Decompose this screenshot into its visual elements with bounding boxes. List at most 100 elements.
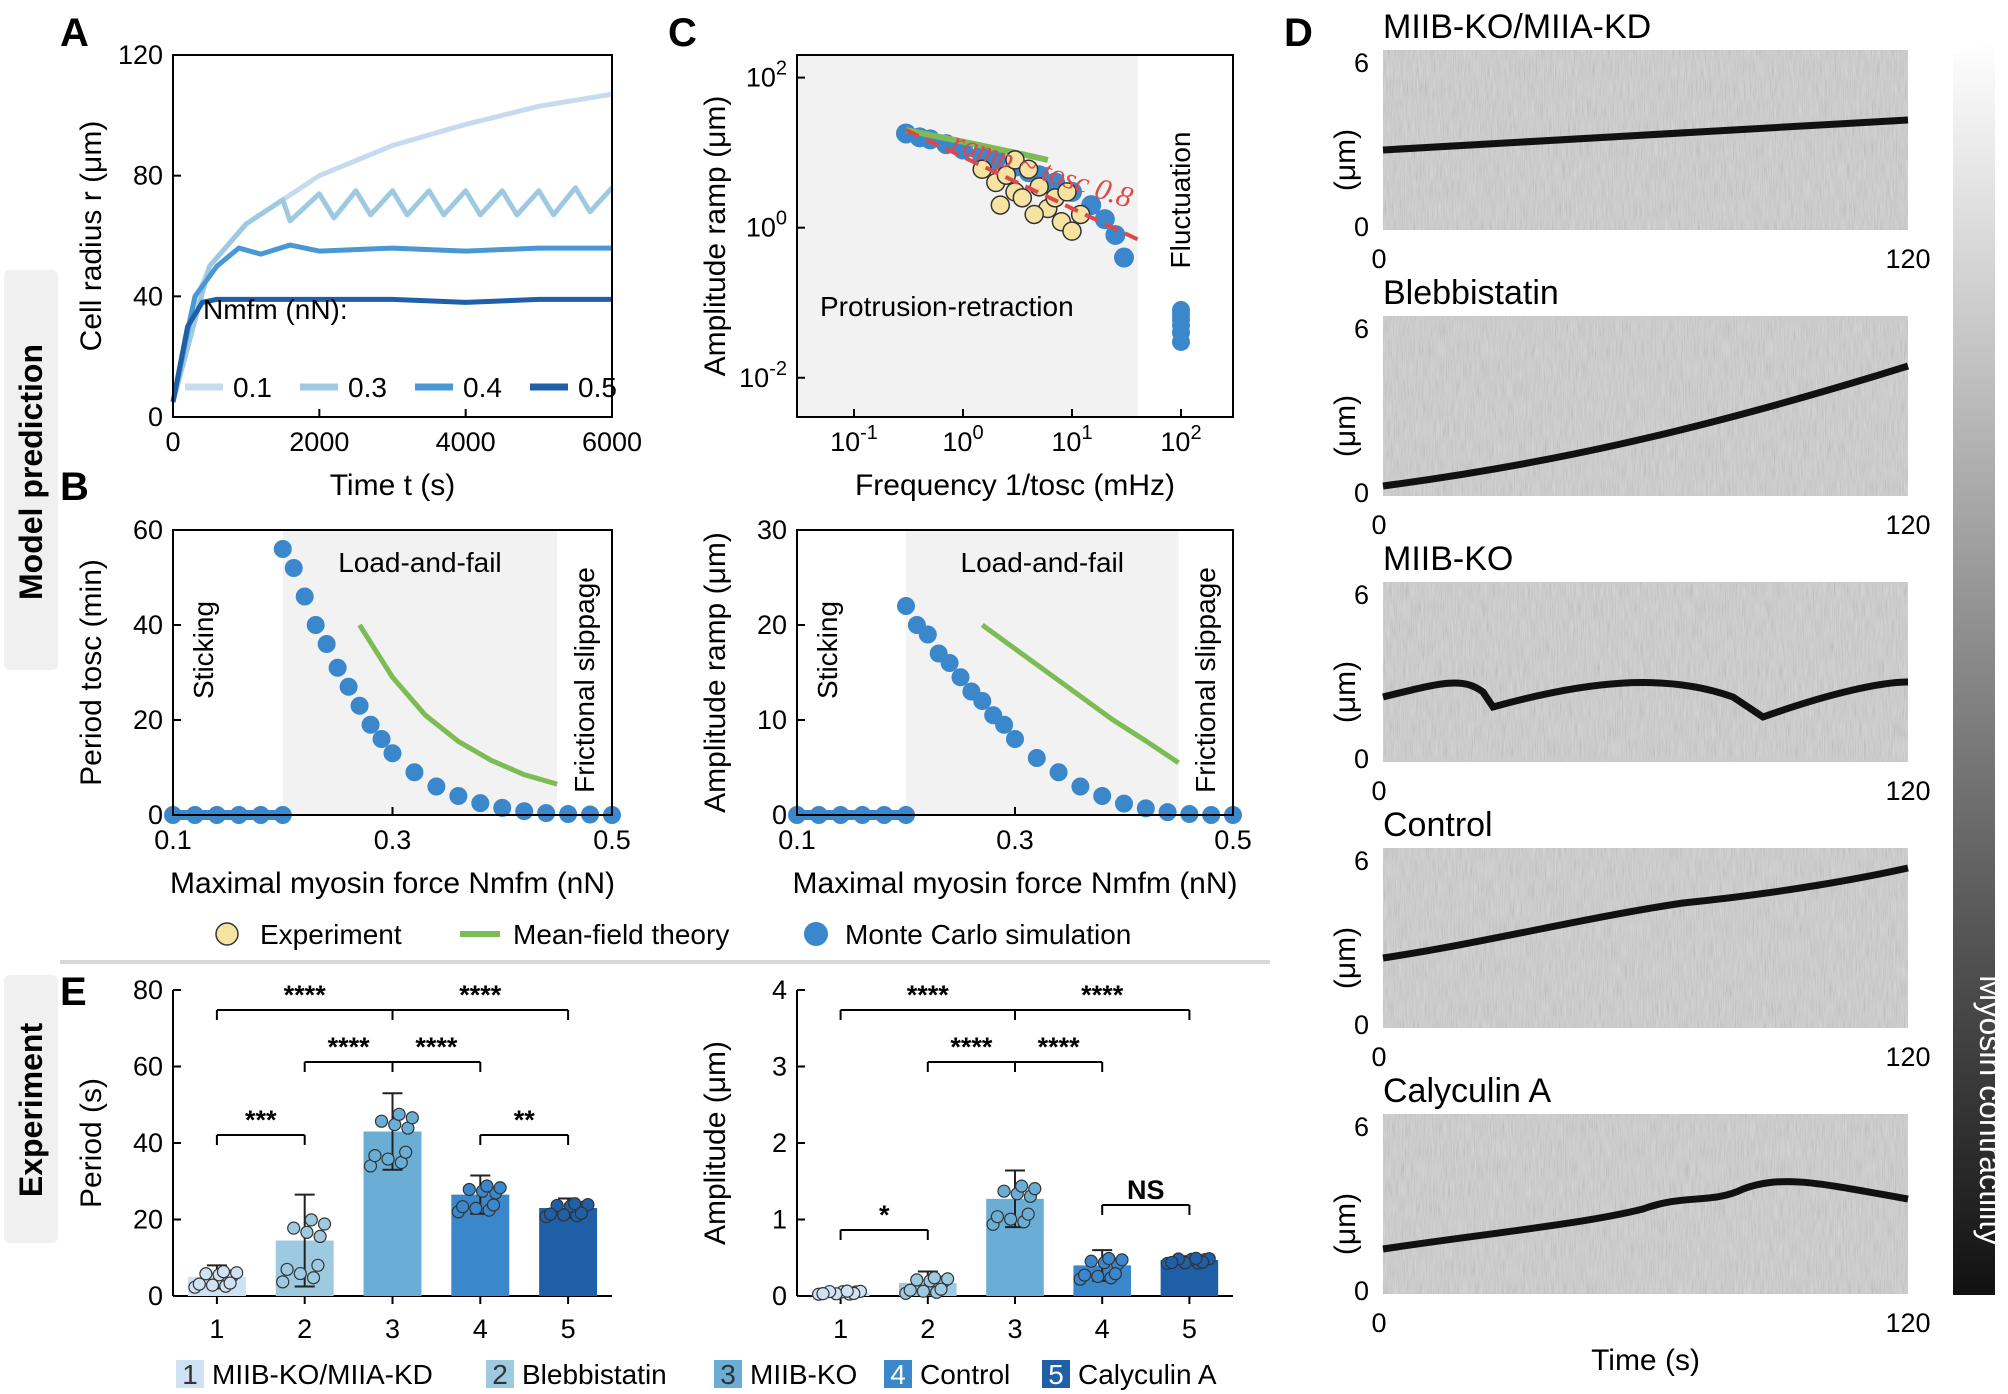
monte-carlo-point <box>427 777 446 796</box>
y-tick-label: 20 <box>133 1205 163 1235</box>
kymograph-xtick-left: 0 <box>1371 510 1386 540</box>
legend-mean-field: Mean-field theory <box>513 919 729 950</box>
data-point <box>927 1271 942 1285</box>
data-point <box>1165 1255 1179 1270</box>
kymograph-ytick-bottom: 0 <box>1354 744 1369 774</box>
axes-frame <box>796 54 1234 418</box>
y-tick-label: 2 <box>772 1128 787 1158</box>
x-tick-label: 4 <box>1095 1314 1110 1344</box>
y-tick-label: 102 <box>746 58 787 93</box>
data-point <box>1091 1269 1105 1284</box>
y-tick-label: 80 <box>133 161 163 191</box>
kymograph-xtick-left: 0 <box>1371 1308 1386 1338</box>
panel-letter-b: B <box>60 465 89 509</box>
y-tick-label: 60 <box>133 515 163 545</box>
data-point <box>399 1145 413 1159</box>
x-tick-label: 2 <box>297 1314 312 1344</box>
data-point <box>1108 1267 1123 1281</box>
monte-carlo-point <box>449 787 468 805</box>
y-tick-label: 30 <box>757 515 787 545</box>
kymograph-ytick-top: 6 <box>1354 580 1369 610</box>
kymographs: MIIB-KO/MIIA-KD 6 0 (μm) 0 120 Blebbistatin 6 0 (… <box>1329 8 1931 1377</box>
y-axis-label: Amplitude ramp (μm) <box>699 96 732 377</box>
y-tick-label: 40 <box>133 1128 163 1158</box>
legend-label-0.1: 0.1 <box>233 372 272 403</box>
monte-carlo-point <box>405 763 424 782</box>
chart-b-left: 0 20 40 60 0.1 0.3 0.5 Maximal myosin force Nmf… <box>75 515 631 900</box>
data-point <box>469 1201 483 1216</box>
x-tick-label: 0.5 <box>593 825 631 855</box>
monte-carlo-point <box>973 692 992 710</box>
kymograph-title: Blebbistatin <box>1383 274 1559 312</box>
y-tick-label: 20 <box>757 610 787 640</box>
x-tick-label: 0 <box>165 427 180 457</box>
data-point <box>205 1278 220 1292</box>
experiment-point <box>1018 159 1039 180</box>
data-point <box>574 1206 588 1220</box>
monte-carlo-point <box>940 654 959 672</box>
chart-b-right: 0 10 20 30 0.1 0.3 0.5 Maximal myosin force Nmf… <box>699 515 1252 900</box>
region-load-and-fail: Load-and-fail <box>961 547 1124 578</box>
significance-label: NS <box>1127 1175 1165 1205</box>
data-point <box>392 1107 406 1121</box>
kymograph-ytick-top: 6 <box>1354 48 1369 78</box>
bar-legend-label-2: Blebbistatin <box>522 1359 667 1390</box>
data-point <box>916 1284 931 1298</box>
data-point <box>381 1152 395 1166</box>
kymograph-texture <box>1383 50 1908 230</box>
monte-carlo-point <box>306 616 325 634</box>
kymograph-xtick-left: 0 <box>1371 1042 1386 1072</box>
x-tick-label: 4000 <box>436 427 496 457</box>
data-point <box>293 1266 307 1281</box>
data-point <box>304 1213 318 1227</box>
data-point <box>462 1182 476 1197</box>
data-point <box>280 1262 294 1277</box>
bar-legend-num-4: 4 <box>890 1359 906 1390</box>
data-point <box>1077 1268 1092 1282</box>
data-point <box>368 1149 382 1163</box>
x-tick-label: 3 <box>385 1314 400 1344</box>
side-label-experiment: Experiment <box>13 1023 49 1198</box>
experiment-point <box>1005 150 1025 170</box>
y-tick-label: 40 <box>133 281 163 311</box>
kymograph-texture <box>1383 316 1908 496</box>
data-point <box>456 1200 470 1214</box>
kymograph-edge-trace <box>1382 362 1910 490</box>
x-axis-label: Maximal myosin force Nmfm (nN) <box>170 867 615 900</box>
experiment-point <box>990 195 1011 215</box>
monte-carlo-point <box>295 587 314 606</box>
region-load-and-fail: Load-and-fail <box>338 547 501 578</box>
monte-carlo-point <box>350 696 369 715</box>
y-tick-label: 20 <box>133 705 163 735</box>
y-tick-label: 10 <box>757 705 787 735</box>
monte-carlo-point <box>1006 730 1024 748</box>
monte-carlo-point <box>284 559 303 577</box>
monte-carlo-point <box>1115 794 1133 813</box>
data-point <box>199 1267 213 1281</box>
monte-carlo-point <box>1027 749 1046 767</box>
x-tick-label: 2 <box>920 1314 935 1344</box>
region-sticking: Sticking <box>812 601 843 699</box>
monte-carlo-point <box>1093 787 1112 805</box>
myosin-gradient-label: Myosin contractility <box>1973 975 2008 1245</box>
legend-label-0.4: 0.4 <box>463 372 502 403</box>
x-tick-label: 5 <box>561 1314 576 1344</box>
kymograph-title: Calyculin A <box>1383 1072 1552 1110</box>
legend-monte-carlo-marker <box>804 922 828 946</box>
axes-frame <box>796 529 1234 816</box>
significance-label: **** <box>1081 980 1124 1010</box>
monte-carlo-point <box>273 540 292 558</box>
data-point <box>990 1210 1005 1224</box>
y-tick-label: 0 <box>148 800 163 830</box>
x-tick-label: 0.1 <box>154 825 192 855</box>
data-point <box>1084 1254 1098 1268</box>
kymograph-title: MIIB-KO <box>1383 540 1513 578</box>
monte-carlo-point <box>995 715 1014 734</box>
y-axis-label: Cell radius r (μm) <box>75 121 108 352</box>
data-point <box>940 1272 955 1286</box>
data-point <box>1102 1251 1116 1266</box>
monte-carlo-point <box>317 635 336 653</box>
kymograph-xtick-right: 120 <box>1885 1308 1930 1338</box>
significance-label: **** <box>328 1032 371 1062</box>
